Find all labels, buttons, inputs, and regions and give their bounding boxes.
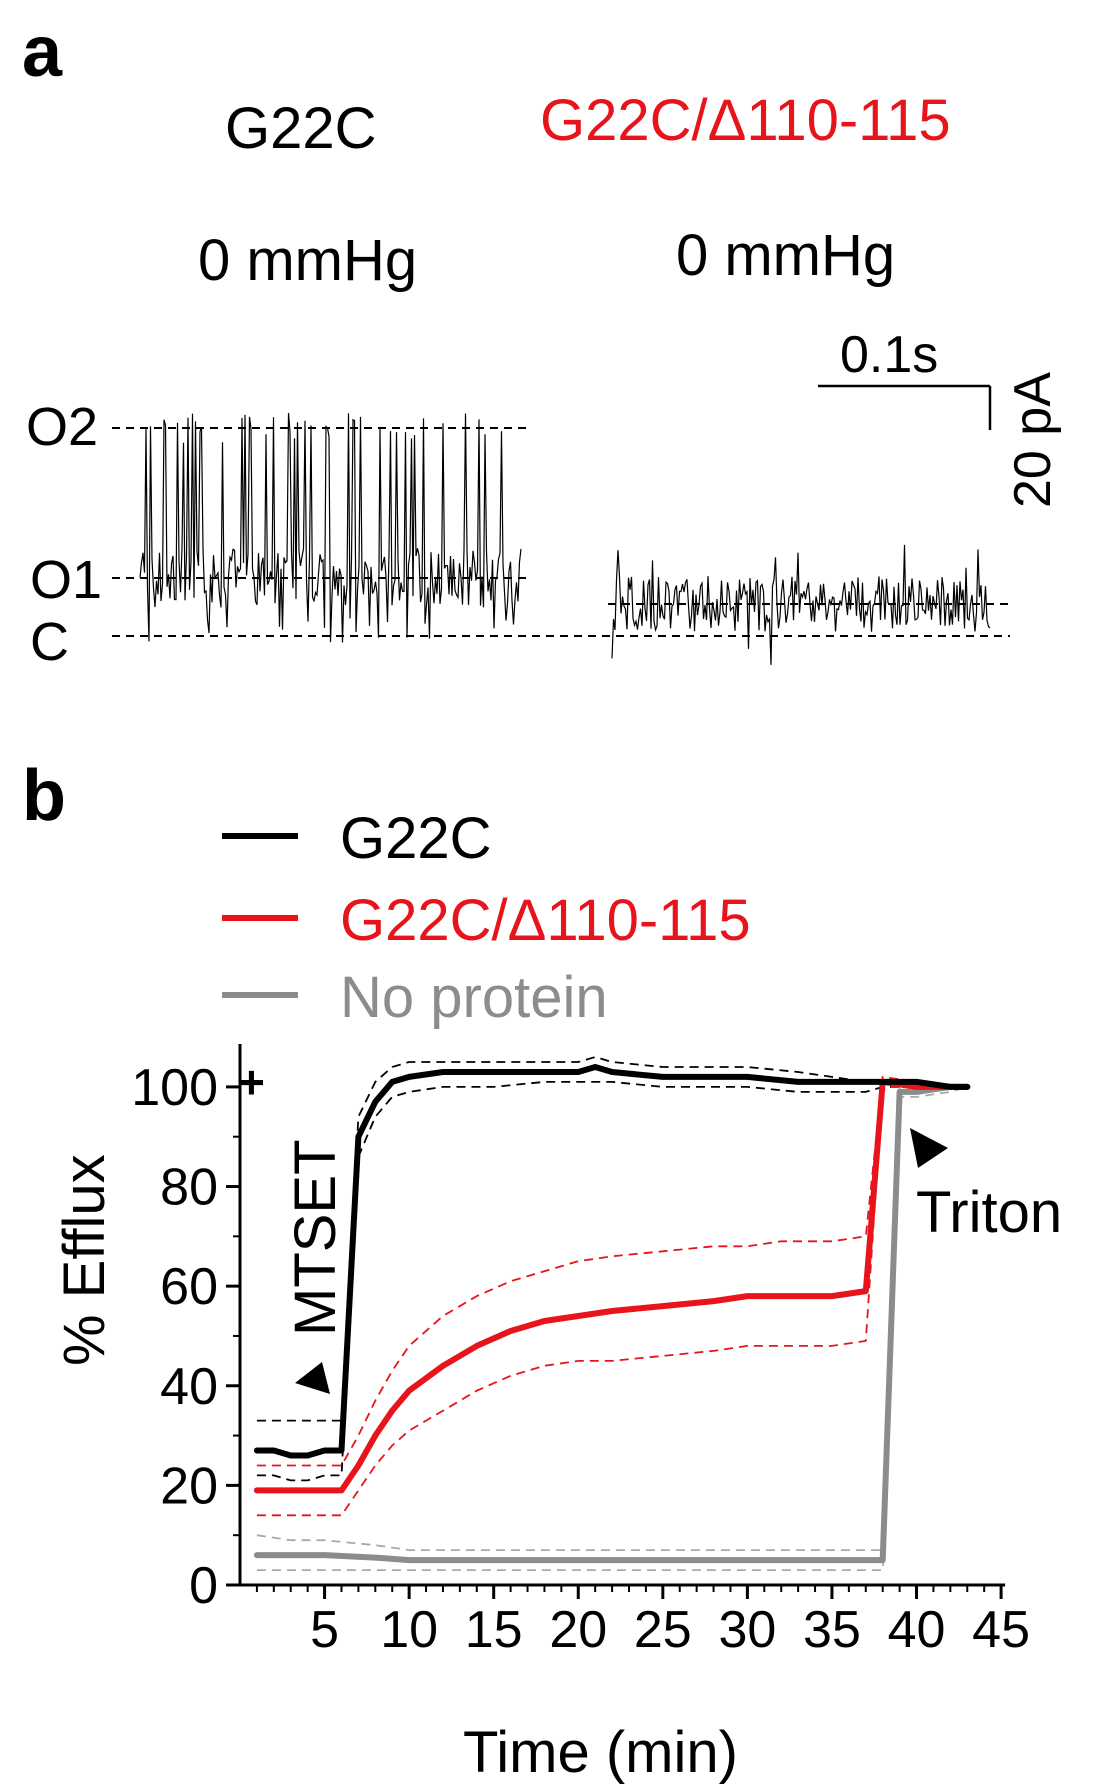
legend-label-no-protein: No protein [340, 965, 608, 1030]
x-tick-label: 15 [465, 1601, 523, 1659]
panel-a-title-left: G22C [225, 96, 377, 161]
level-label-o2: O2 [26, 397, 98, 457]
series-line-no-protein [253, 1083, 971, 1564]
trace-g22c [139, 412, 522, 643]
band-lower-mutant [256, 1086, 968, 1517]
band-upper-no-protein [256, 1086, 968, 1551]
x-tick-label: 30 [718, 1601, 776, 1659]
y-tick-label: 80 [160, 1159, 218, 1217]
x-tick-label: 40 [888, 1601, 946, 1659]
panel-b-letter: b [22, 756, 66, 836]
y-tick-label: 20 [160, 1457, 218, 1515]
chart-axes: 5 10 15 20 25 30 35 40 45 0 20 40 60 80 100 [131, 1044, 1030, 1659]
efflux-chart: 5 10 15 20 25 30 35 40 45 0 20 40 60 80 100 [131, 1044, 1030, 1659]
x-tick-label: 5 [310, 1601, 339, 1659]
trace-g22c-mutant [611, 544, 991, 665]
x-tick-label: 35 [803, 1601, 861, 1659]
scale-bar-time-label: 0.1s [840, 326, 938, 384]
band-lower-g22c [256, 1081, 968, 1482]
x-axis-label: Time (min) [463, 1720, 738, 1785]
plus-mark: + [238, 1056, 265, 1108]
pressure-right-label: 0 mmHg [676, 223, 895, 288]
y-tick-label: 100 [131, 1059, 218, 1117]
x-tick-label: 25 [634, 1601, 692, 1659]
series-line-mutant [253, 1078, 971, 1494]
band-lower-no-protein [256, 1086, 968, 1571]
scale-bar-current-label: 20 pA [1004, 372, 1062, 508]
series-line-g22c [253, 1064, 971, 1459]
pressure-left-label: 0 mmHg [198, 228, 417, 293]
triton-arrow-icon [910, 1128, 948, 1168]
level-label-c: C [30, 612, 69, 672]
legend-label-mutant: G22C/Δ110-115 [340, 888, 751, 953]
band-upper-mutant [256, 1075, 968, 1467]
annotation-mtset: MTSET [283, 1139, 348, 1336]
mtset-arrow-icon [295, 1362, 330, 1394]
x-tick-label: 45 [972, 1601, 1030, 1659]
annotation-triton: Triton [916, 1180, 1062, 1245]
legend-label-g22c: G22C [340, 806, 492, 871]
y-tick-label: 0 [189, 1557, 218, 1615]
series-lines [253, 1064, 971, 1564]
level-label-o1: O1 [30, 550, 102, 610]
y-tick-label: 40 [160, 1358, 218, 1416]
x-tick-label: 20 [549, 1601, 607, 1659]
panel-a-title-right: G22C/Δ110-115 [540, 88, 951, 153]
panel-a-letter: a [22, 12, 63, 92]
y-tick-label: 60 [160, 1258, 218, 1316]
band-upper-g22c [256, 1056, 968, 1422]
y-axis-label: % Efflux [52, 1154, 117, 1366]
x-tick-label: 10 [380, 1601, 438, 1659]
